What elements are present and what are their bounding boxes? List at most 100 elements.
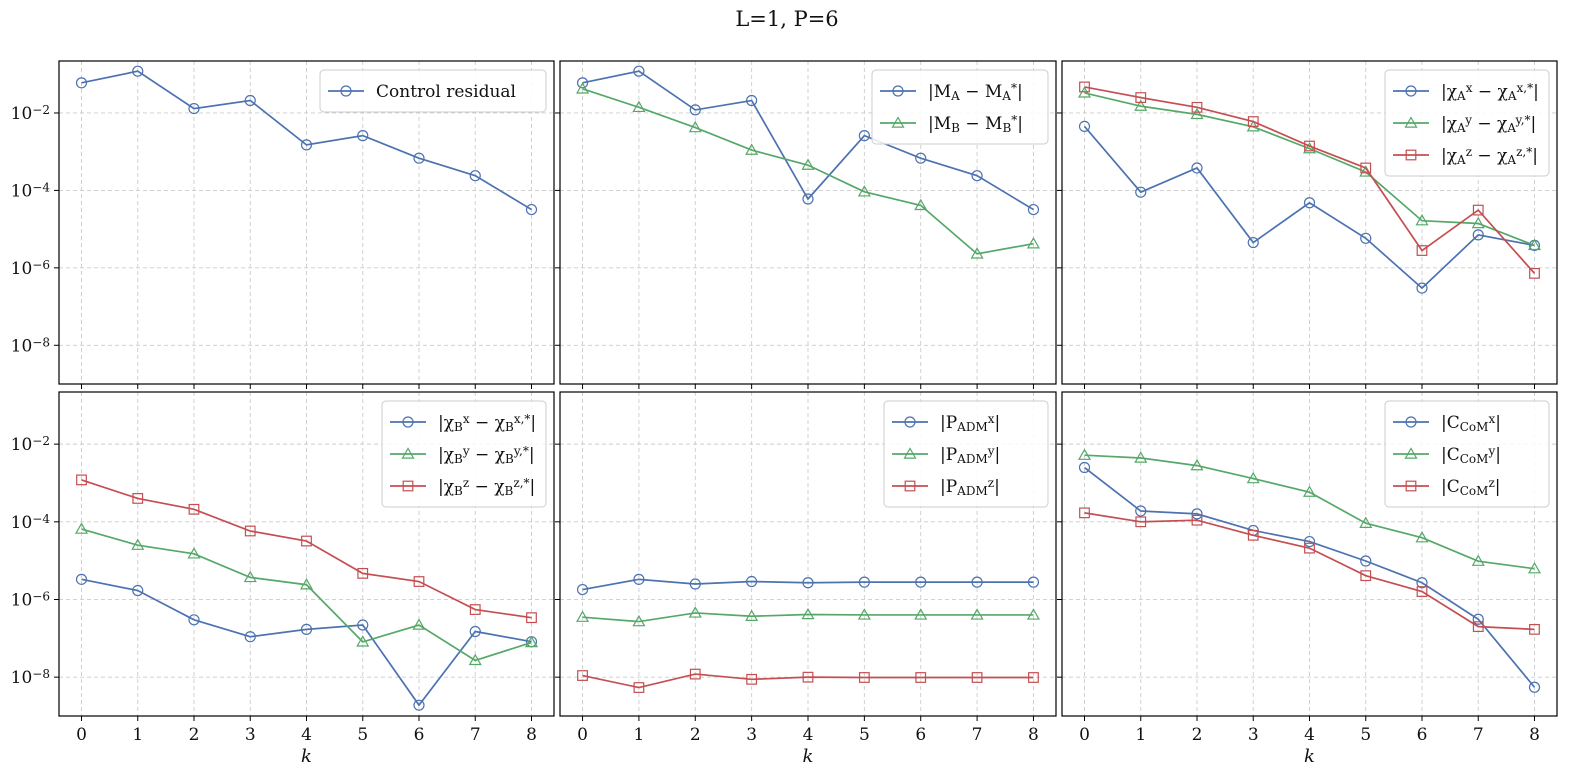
ticks xyxy=(555,112,1034,389)
data-point xyxy=(745,143,759,155)
data-point xyxy=(468,653,482,666)
data-point xyxy=(801,607,815,620)
x-tick-label: 6 xyxy=(414,725,425,745)
figure-title: L=1, P=6 xyxy=(735,7,838,31)
data-point xyxy=(357,567,369,579)
data-point xyxy=(1134,451,1148,463)
data-point xyxy=(858,576,870,588)
x-tick-label: 3 xyxy=(245,725,256,745)
legend-marker xyxy=(904,480,916,492)
legend-label: |PADMy| xyxy=(940,444,1000,465)
series-line xyxy=(1084,86,1536,274)
x-tick-label: 8 xyxy=(1028,725,1039,745)
legend-box xyxy=(319,69,547,113)
data-point xyxy=(632,100,646,113)
data-point xyxy=(1528,681,1541,693)
data-point xyxy=(300,139,313,151)
data-point xyxy=(857,185,871,197)
data-point xyxy=(1190,458,1204,471)
x-tick-label: 3 xyxy=(746,725,757,745)
series-2 xyxy=(1077,448,1542,574)
data-point xyxy=(1471,216,1485,229)
data-point xyxy=(577,670,588,681)
data-point xyxy=(243,570,257,583)
data-point xyxy=(1190,107,1204,120)
data-point xyxy=(1135,505,1147,517)
panel-6: 0 1 2 3 4 5 6 7 8 k |CCoMx| |CCoMy| |CCoMz| xyxy=(1057,391,1558,767)
data-point xyxy=(1247,116,1259,127)
data-point xyxy=(1360,570,1372,582)
y-tick-label: 10−8 xyxy=(11,668,50,689)
data-point xyxy=(1134,99,1148,111)
series-1 xyxy=(1078,120,1541,294)
data-point xyxy=(1079,81,1090,93)
legend: |χBx − χBx,*| |χBy − χBy,*| |χBz − χBz,*| xyxy=(381,400,547,508)
data-point xyxy=(244,525,256,537)
data-point xyxy=(187,547,201,559)
data-point xyxy=(132,584,144,597)
data-point xyxy=(356,635,370,647)
legend-marker xyxy=(903,447,917,459)
data-point xyxy=(1472,229,1484,241)
x-tick-label: 4 xyxy=(803,725,814,745)
series-line xyxy=(582,578,1034,591)
y-tick-label: 10−2 xyxy=(11,103,50,124)
data-point xyxy=(576,77,589,89)
series-line xyxy=(582,70,1034,211)
data-point xyxy=(970,608,984,620)
data-point xyxy=(632,614,646,627)
data-point xyxy=(746,575,758,588)
series-line xyxy=(81,479,532,619)
series-1 xyxy=(75,65,538,216)
plot-frame xyxy=(559,391,1057,717)
data-point xyxy=(914,608,928,620)
series-line xyxy=(582,88,1034,255)
legend-marker xyxy=(1404,447,1418,459)
legend-label: |χAy − χAy,*| xyxy=(1441,113,1536,134)
data-point xyxy=(857,608,871,620)
data-point xyxy=(1360,162,1372,174)
data-point xyxy=(688,120,702,133)
data-point xyxy=(1191,101,1203,113)
data-point xyxy=(1359,516,1373,528)
data-point xyxy=(1077,448,1092,460)
data-point xyxy=(1026,608,1040,620)
x-tick-label: 1 xyxy=(633,725,644,745)
data-point xyxy=(576,583,589,596)
data-point xyxy=(469,170,481,182)
data-point xyxy=(132,493,144,504)
x-tick-label: 2 xyxy=(690,725,701,745)
y-tick-label: 10−6 xyxy=(11,258,50,279)
x-tick-label: 6 xyxy=(915,725,926,745)
data-point xyxy=(1191,514,1203,526)
data-point xyxy=(802,193,814,205)
data-point xyxy=(688,606,702,618)
data-point xyxy=(1191,162,1203,174)
data-point xyxy=(1079,507,1090,519)
plot-frame xyxy=(1061,60,1558,385)
series-2 xyxy=(74,522,539,666)
series-2 xyxy=(576,606,1040,627)
data-point xyxy=(1527,562,1542,574)
data-point xyxy=(1078,461,1091,474)
data-point xyxy=(801,158,815,170)
data-point xyxy=(971,170,983,182)
data-point xyxy=(1303,197,1316,209)
data-point xyxy=(802,577,814,589)
data-point xyxy=(1360,555,1372,567)
data-point xyxy=(75,573,88,585)
data-point xyxy=(1529,267,1540,279)
panel-2: |MA − MA*| |MB − MB*| xyxy=(555,60,1057,389)
data-point xyxy=(970,247,984,259)
data-point xyxy=(915,672,927,683)
data-point xyxy=(413,699,425,711)
data-point xyxy=(1247,236,1259,249)
data-point xyxy=(469,604,481,615)
data-point xyxy=(357,130,369,142)
legend-label: |χBy − χBy,*| xyxy=(438,444,535,465)
data-point xyxy=(132,65,144,77)
data-point xyxy=(1360,232,1372,244)
x-axis-label: k xyxy=(1304,746,1315,767)
data-point xyxy=(1529,623,1540,635)
